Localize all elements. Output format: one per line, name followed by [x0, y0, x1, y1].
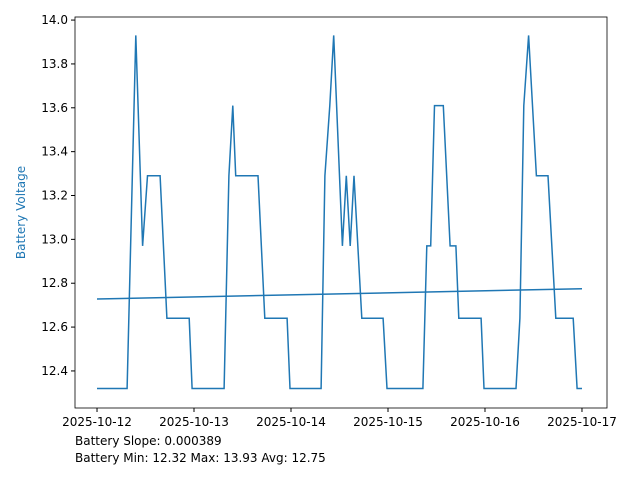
y-axis-label: Battery Voltage: [14, 166, 28, 259]
annotation: Battery Min: 12.32 Max: 13.93 Avg: 12.75: [75, 451, 326, 465]
y-tick-label: 13.0: [41, 232, 68, 246]
y-tick-label: 13.8: [41, 57, 68, 71]
y-tick-label: 13.2: [41, 189, 68, 203]
annotation: Battery Slope: 0.000389: [75, 434, 222, 448]
y-tick-label: 13.4: [41, 145, 68, 159]
y-tick-label: 13.6: [41, 101, 68, 115]
x-tick-label: 2025-10-17: [547, 415, 617, 429]
x-tick-label: 2025-10-15: [353, 415, 423, 429]
y-tick-label: 12.8: [41, 276, 68, 290]
x-tick-label: 2025-10-13: [159, 415, 229, 429]
y-tick-label: 12.4: [41, 364, 68, 378]
x-tick-label: 2025-10-12: [62, 415, 132, 429]
x-tick-label: 2025-10-16: [450, 415, 520, 429]
plot-frame: [74, 16, 608, 409]
y-tick-label: 14.0: [41, 13, 68, 27]
y-tick-label: 12.6: [41, 320, 68, 334]
data-line: [97, 35, 582, 390]
x-tick-label: 2025-10-14: [256, 415, 326, 429]
data-line: [96, 287, 583, 300]
